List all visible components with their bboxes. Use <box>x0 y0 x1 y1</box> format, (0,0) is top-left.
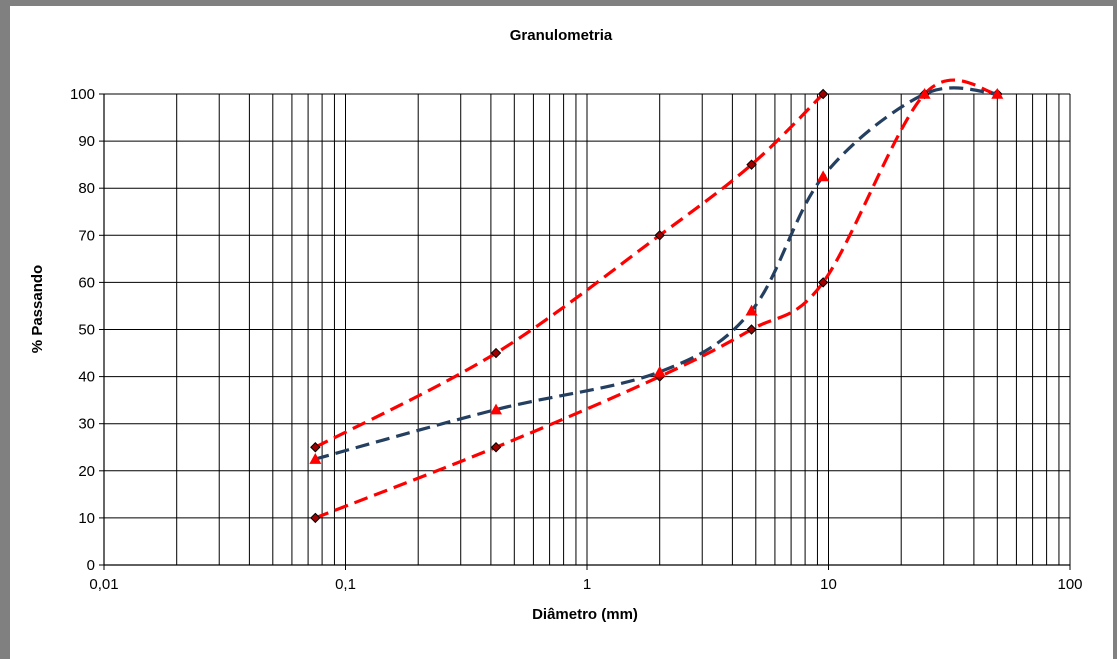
series-1-line <box>314 92 825 449</box>
series-1-marker <box>746 159 757 170</box>
x-tick-label: 1 <box>583 576 591 593</box>
series-3-line <box>314 86 998 461</box>
chart-area: 0 10 20 30 40 50 60 70 80 90 100 0,01 0,1 1 10 100 Gran… <box>10 6 1113 659</box>
y-axis-label: % Passando <box>29 265 46 353</box>
y-tick-label: 80 <box>78 180 95 197</box>
series-2-marker <box>746 324 757 335</box>
y-tick-label: 10 <box>78 510 95 527</box>
series-2-marker <box>817 277 829 288</box>
series-1-marker <box>654 230 665 241</box>
series-2-marker <box>490 442 502 453</box>
y-tick-label: 50 <box>78 322 95 339</box>
series-2-line <box>314 78 998 520</box>
series-3-marker <box>991 88 1004 99</box>
series-3-marker <box>745 304 758 316</box>
x-tick-label: 0,01 <box>89 576 118 593</box>
x-tick-label: 0,1 <box>335 576 356 593</box>
chart-title: Granulometria <box>510 27 613 44</box>
x-tick-label: 100 <box>1057 576 1082 593</box>
x-axis-label: Diâmetro (mm) <box>532 606 638 623</box>
y-tick-label: 60 <box>78 274 95 291</box>
chart-svg: 0 10 20 30 40 50 60 70 80 90 100 0,01 0,1 1 10 100 Gran… <box>29 27 1083 623</box>
y-tick-label: 20 <box>78 463 95 480</box>
y-tick-label: 90 <box>78 133 95 150</box>
grid-lines <box>99 93 1071 570</box>
series-3-marker <box>490 403 503 415</box>
y-tick-label: 70 <box>78 227 95 244</box>
y-tick-label: 30 <box>78 416 95 433</box>
series-2-marker <box>310 512 321 524</box>
y-tick-label: 100 <box>70 86 95 103</box>
tick-labels: 0 10 20 30 40 50 60 70 80 90 100 0,01 0,1 1 10 100 <box>70 86 1083 593</box>
series-3-marker <box>653 365 666 377</box>
series-3-marker <box>817 170 830 182</box>
series-1-marker <box>490 347 502 359</box>
series-1-marker <box>817 88 829 100</box>
y-tick-label: 0 <box>87 557 95 574</box>
series-3-marker <box>309 453 322 464</box>
series-3-marker <box>918 88 931 99</box>
series-1-marker <box>310 442 321 453</box>
y-tick-label: 40 <box>78 369 95 386</box>
x-tick-label: 10 <box>820 576 837 593</box>
series-layer <box>309 78 1004 524</box>
